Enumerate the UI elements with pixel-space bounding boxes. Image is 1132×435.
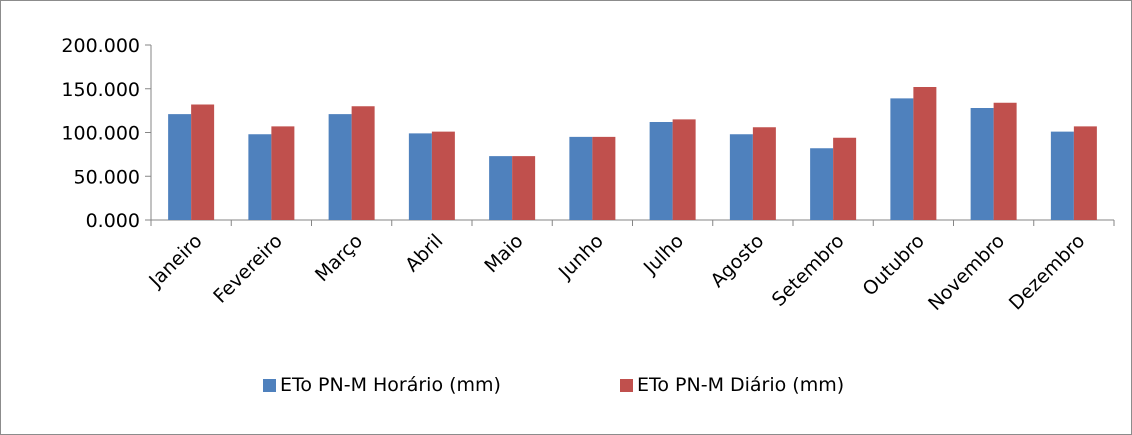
bar-horario-março [328,114,352,220]
x-tick-label: Novembro [924,230,1009,315]
bar-diario-novembro [993,102,1017,220]
bar-diario-fevereiro [271,126,295,220]
x-tick-label: Julho [639,230,688,279]
x-tick-label: Março [311,230,367,286]
bar-diario-julho [672,119,696,220]
bar-horario-abril [408,133,432,220]
x-tick-label: Fevereiro [209,230,287,308]
x-tick-label: Abril [401,230,447,276]
x-tick-label: Janeiro [144,230,206,292]
bar-diario-junho [592,136,616,220]
axes [145,44,1115,226]
bar-horario-agosto [729,134,753,220]
legend-label: ETo PN-M Horário (mm) [280,374,501,396]
bars [168,87,1097,220]
y-tick-label: 200.000 [61,35,140,57]
x-tick-label: Outubro [858,230,928,300]
x-tick-label: Junho [554,230,608,284]
legend: ETo PN-M Horário (mm) ETo PN-M Diário (mm… [263,374,844,396]
y-tick-label: 100.000 [61,123,140,145]
legend-label: ETo PN-M Diário (mm) [637,374,844,396]
bar-horario-dezembro [1050,131,1074,220]
bar-horario-fevereiro [248,134,272,220]
bar-horario-novembro [970,108,994,220]
bar-diario-outubro [913,87,937,220]
legend-swatch [620,379,633,392]
x-tick-label: Setembro [768,230,849,311]
bar-diario-dezembro [1073,126,1097,220]
x-tick-label: Maio [480,230,527,277]
legend-swatch [263,379,276,392]
bar-horario-julho [649,122,673,220]
bar-diario-setembro [833,137,857,220]
bar-horario-junho [569,136,593,220]
y-tick-label: 0.000 [86,210,140,232]
bar-horario-janeiro [168,114,192,220]
y-tick-label: 150.000 [61,79,140,101]
y-tick-label: 50.000 [74,166,140,188]
bar-diario-abril [431,131,455,220]
bar-diario-maio [512,156,536,220]
bar-diario-agosto [752,127,776,220]
x-tick-label: Dezembro [1005,230,1090,315]
x-tick-label: Agosto [706,230,768,292]
bar-diario-janeiro [191,104,215,220]
bar-diario-março [351,106,375,220]
bar-horario-outubro [890,98,914,220]
bar-horario-maio [489,156,513,220]
bar-horario-setembro [810,148,834,220]
